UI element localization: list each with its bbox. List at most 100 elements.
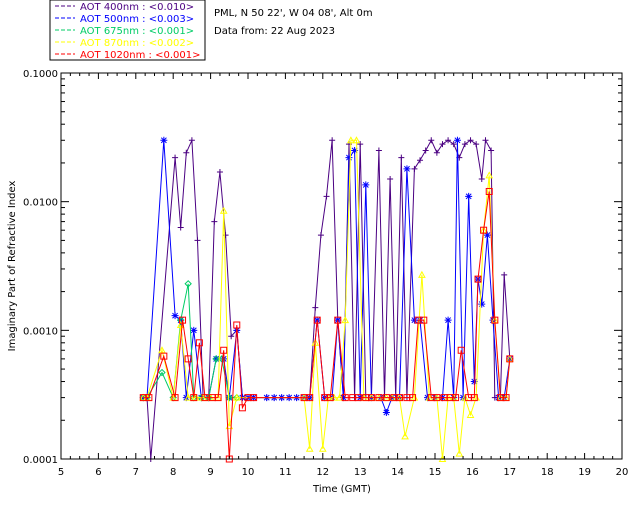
point-0-44	[422, 147, 429, 154]
point-0-36	[375, 147, 382, 154]
point-4-41	[457, 346, 465, 354]
x-tick-label-10: 15	[429, 467, 442, 478]
point-0-51	[461, 141, 468, 148]
point-0-12	[222, 232, 229, 239]
site-info: PML, N 50 22', W 04 08', Alt 0m	[214, 8, 373, 19]
series-2	[139, 280, 241, 402]
point-4-16	[250, 394, 258, 402]
point-4-14	[238, 404, 246, 412]
point-4-29	[382, 394, 390, 402]
point-4-5	[184, 355, 192, 363]
x-tick-label-13: 18	[541, 467, 554, 478]
point-1-6	[190, 326, 198, 334]
point-4-28	[375, 394, 383, 402]
point-3-20	[341, 316, 350, 324]
x-tick-label-5: 10	[242, 467, 255, 478]
point-0-28	[329, 137, 336, 144]
point-3-15	[311, 338, 320, 346]
point-3-29	[401, 432, 409, 440]
date-info: Data from: 22 Aug 2023	[214, 26, 335, 37]
point-4-19	[313, 316, 321, 324]
point-0-7	[194, 237, 201, 244]
point-0-38	[387, 176, 394, 183]
point-1-55	[506, 355, 514, 363]
point-1-50	[478, 300, 486, 308]
legend-frame	[49, 0, 206, 61]
point-4-31	[395, 394, 403, 402]
point-0-25	[312, 304, 319, 311]
point-0-26	[317, 232, 324, 239]
point-1-28	[345, 154, 353, 162]
point-0-53	[473, 141, 480, 148]
point-3-22	[352, 136, 361, 144]
point-0-43	[417, 157, 424, 164]
point-0-45	[428, 137, 435, 144]
series-layer	[139, 136, 514, 463]
point-3-5	[184, 393, 193, 401]
point-4-40	[452, 394, 460, 402]
point-0-59	[501, 271, 508, 278]
legend-entry-2: AOT 675nm : <0.001>	[80, 26, 194, 37]
point-0-55	[482, 137, 489, 144]
point-4-43	[470, 394, 478, 402]
axes: 5 6 7 8 9 10 11 12 13 14 15 16 17 18 19 20 0.0001 0.0010 0…	[23, 69, 628, 478]
point-0-52	[467, 137, 474, 144]
point-4-13	[233, 321, 241, 329]
point-1-47	[465, 192, 473, 200]
point-4-37	[433, 394, 441, 402]
point-3-38	[461, 393, 469, 401]
legend: AOT 400nm : <0.010>AOT 500nm : <0.003>AO…	[49, 0, 206, 61]
point-2-2	[158, 368, 166, 377]
point-4-18	[306, 394, 314, 402]
point-4-47	[491, 316, 499, 324]
x-tick-label-4: 9	[207, 467, 213, 478]
point-1-34	[382, 408, 390, 416]
point-4-27	[367, 394, 375, 402]
point-0-56	[488, 147, 495, 154]
y-tick-label-2: 0.0100	[23, 198, 58, 209]
point-0-13	[228, 333, 235, 340]
point-0-27	[323, 193, 330, 200]
point-4-44	[474, 275, 482, 283]
point-2-5	[184, 280, 192, 288]
point-4-49	[502, 394, 510, 402]
x-tick-label-12: 17	[503, 467, 516, 478]
point-3-19	[335, 393, 344, 401]
point-0-49	[450, 141, 457, 148]
point-0-11	[216, 169, 223, 176]
point-3-16	[318, 444, 327, 452]
point-0-10	[211, 218, 218, 225]
point-4-22	[334, 316, 342, 324]
point-4-8	[201, 394, 209, 402]
series-line-1	[143, 140, 511, 414]
point-0-46	[433, 149, 440, 156]
x-tick-label-8: 13	[354, 467, 367, 478]
point-1-2	[160, 136, 168, 144]
point-4-35	[420, 316, 428, 324]
point-3-12	[232, 393, 241, 401]
x-tick-label-0: 5	[58, 467, 64, 478]
point-4-33	[409, 394, 417, 402]
point-0-48	[445, 137, 452, 144]
point-4-10	[214, 394, 222, 402]
point-0-5	[183, 149, 190, 156]
point-1-45	[453, 136, 461, 144]
point-0-6	[188, 137, 195, 144]
legend-entry-4: AOT 1020nm : <0.001>	[80, 50, 200, 61]
point-4-3	[171, 394, 179, 402]
x-tick-label-2: 7	[133, 467, 139, 478]
point-4-2	[160, 352, 168, 360]
point-1-3	[171, 312, 179, 320]
point-0-47	[439, 141, 446, 148]
point-3-21	[347, 136, 355, 144]
series-line-2	[143, 283, 237, 400]
x-tick-label-14: 19	[578, 467, 591, 478]
y-tick-label-0: 0.0001	[23, 455, 58, 466]
point-1-38	[410, 316, 418, 324]
point-3-31	[418, 270, 426, 278]
x-tick-label-11: 16	[466, 467, 479, 478]
point-3-14	[305, 444, 314, 452]
point-1-0	[139, 394, 147, 402]
